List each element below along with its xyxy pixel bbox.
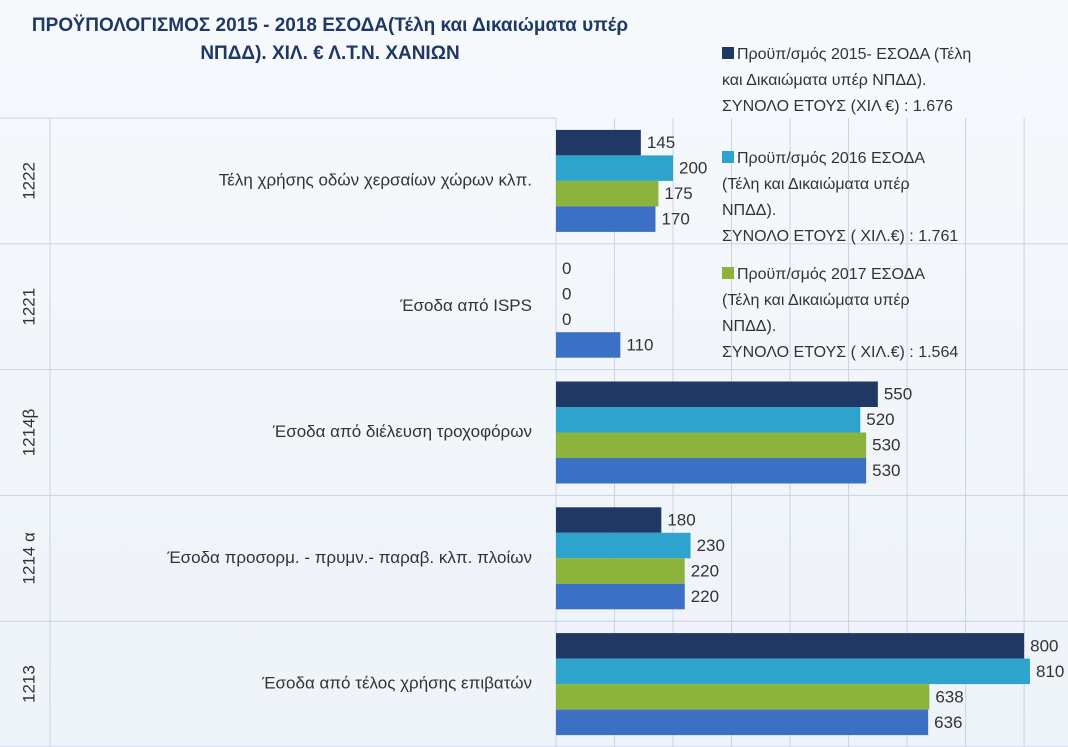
category-label: Έσοδα από ISPS [399,296,532,315]
bar [556,684,930,710]
legend-entry: Προϋπ/σμός 2017 ΕΣΟΔΑ (Τέλη και Δικαιώμα… [722,262,1062,366]
value-label: 0 [562,259,571,278]
value-label: 220 [691,587,719,606]
value-label: 0 [562,284,571,303]
category-label: Έσοδα από διέλευση τροχοφόρων [272,422,532,441]
legend-entry: Προϋπ/σμός 2015- ΕΣΟΔΑ (Τέλη και Δικαιώμ… [722,42,1062,120]
value-label: 0 [562,310,571,329]
bar [556,381,878,407]
bar [556,507,662,533]
category-code: 1214 α [19,532,38,585]
value-label: 810 [1036,662,1064,681]
legend-swatch [722,47,734,59]
bar [556,633,1025,659]
category-label: Έσοδα προσορμ. - πρυμν.- παραβ. κλπ. πλο… [166,548,532,567]
value-label: 530 [872,436,900,455]
bar [556,532,691,559]
category-label: Τέλη χρήσης οδών χερσαίων χώρων κλπ. [219,170,532,189]
value-label: 200 [679,159,707,178]
chart-title: ΠΡΟΫΠΟΛΟΓΙΣΜΟΣ 2015 - 2018 ΕΣΟΔΑ(Τέλη κα… [31,15,629,64]
legend-entry: Προϋπ/σμός 2016 ΕΣΟΔΑ (Τέλη και Δικαιώμα… [722,146,1062,250]
value-label: 520 [866,410,894,429]
value-label: 145 [647,133,675,152]
value-label: 110 [626,335,653,354]
value-label: 638 [935,687,963,706]
category-code: 1213 [19,665,38,703]
legend-label: Προϋπ/σμός 2017 ΕΣΟΔΑ (Τέλη και Δικαιώμα… [722,266,959,361]
category-code: 1221 [19,288,38,326]
legend-swatch [722,267,734,279]
bar [556,432,867,458]
value-label: 180 [667,511,695,530]
bar [556,458,867,484]
value-label: 220 [691,562,719,581]
value-label: 530 [872,461,900,480]
value-label: 636 [934,713,962,732]
value-label: 230 [697,536,725,555]
bar [556,129,641,156]
legend-swatch [722,151,734,163]
legend-label: Προϋπ/σμός 2016 ΕΣΟΔΑ (Τέλη και Δικαιώμα… [722,150,959,245]
value-label: 170 [661,210,689,229]
legend-label: Προϋπ/σμός 2015- ΕΣΟΔΑ (Τέλη και Δικαιώμ… [722,46,972,115]
value-label: 550 [884,385,912,404]
bar [556,658,1030,685]
bar [556,332,621,358]
value-label: 800 [1030,636,1058,655]
bar [556,407,861,433]
bar [556,155,674,181]
value-label: 175 [664,184,692,203]
bar [556,558,685,584]
bar [556,583,685,610]
bar [556,709,929,736]
category-label: Έσοδα από τέλος χρήσης επιβατών [261,674,532,693]
bar [556,206,656,232]
bar [556,180,659,207]
category-code: 1222 [19,162,38,200]
category-code: 1214β [19,408,38,456]
